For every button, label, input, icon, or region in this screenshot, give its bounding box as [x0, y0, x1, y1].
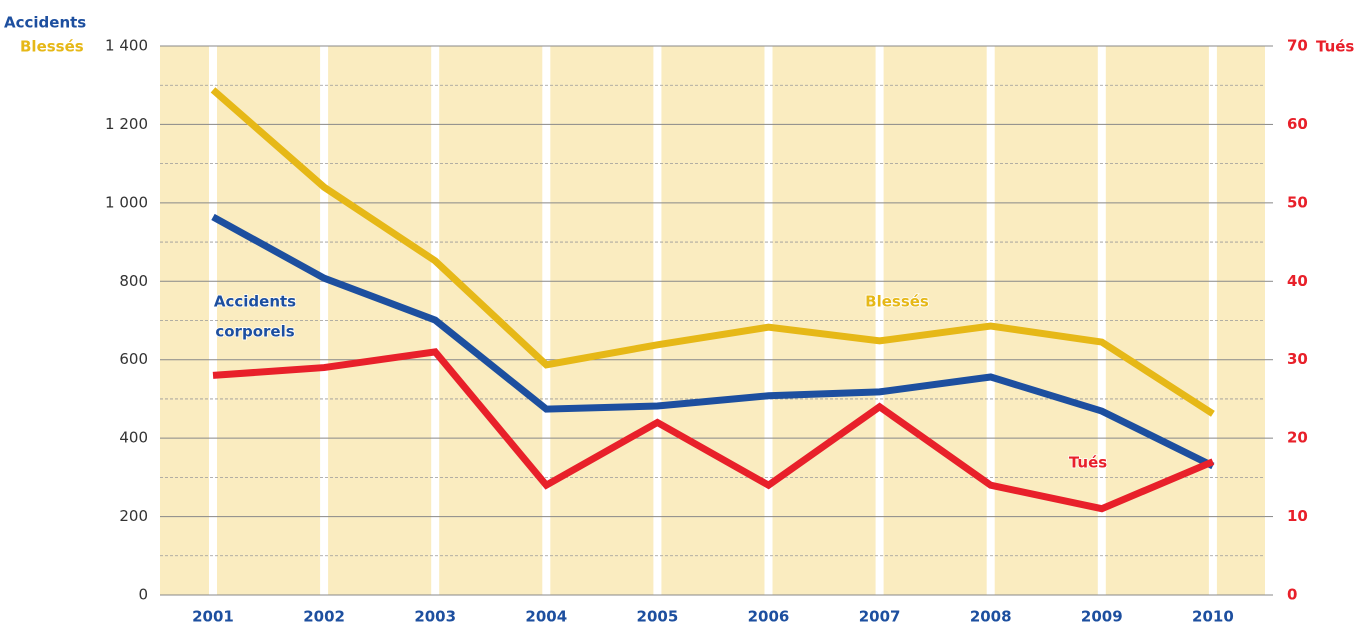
x-tick-label: 2001	[192, 608, 234, 626]
x-tick-label: 2005	[637, 608, 679, 626]
y2-tick-label: 50	[1287, 193, 1308, 211]
annotation: Accidents	[214, 293, 296, 311]
y2-tick-label: 10	[1287, 507, 1308, 525]
y-axis-title: Accidents	[4, 14, 86, 32]
x-tick-label: 2004	[525, 608, 567, 626]
x-tick-label: 2009	[1081, 608, 1123, 626]
data-line	[210, 87, 1215, 417]
y-tick-label: 600	[119, 350, 148, 368]
y-tick-label: 800	[119, 272, 148, 290]
column-separator	[764, 46, 773, 595]
x-tick-label: 2010	[1192, 608, 1234, 626]
y-tick-label: 1 400	[105, 37, 148, 55]
y2-axis-title: Tués	[1316, 38, 1354, 56]
annotation: Blessés	[865, 293, 929, 311]
y2-tick-label: 0	[1287, 586, 1297, 604]
x-tick-label: 2006	[748, 608, 790, 626]
y2-tick-label: 40	[1287, 272, 1308, 290]
data-line	[212, 348, 1215, 513]
x-tick-label: 2007	[859, 608, 901, 626]
x-tick-label: 2008	[970, 608, 1012, 626]
column-separator	[875, 46, 884, 595]
column-separator	[320, 46, 329, 595]
y2-tick-label: 20	[1287, 429, 1308, 447]
annotation: Tués	[1069, 454, 1107, 472]
y-tick-label: 200	[119, 507, 148, 525]
y-tick-label: 0	[138, 586, 148, 604]
y2-tick-label: 30	[1287, 350, 1308, 368]
x-tick-label: 2003	[414, 608, 456, 626]
y-axis-title: Blessés	[20, 38, 84, 56]
y2-tick-label: 70	[1287, 37, 1308, 55]
data-line	[211, 213, 1215, 470]
y2-tick-label: 60	[1287, 115, 1308, 133]
x-tick-label: 2002	[303, 608, 345, 626]
annotation: corporels	[215, 323, 294, 341]
y-tick-label: 1 000	[105, 193, 148, 211]
y-tick-label: 400	[119, 429, 148, 447]
y-tick-label: 1 200	[105, 115, 148, 133]
